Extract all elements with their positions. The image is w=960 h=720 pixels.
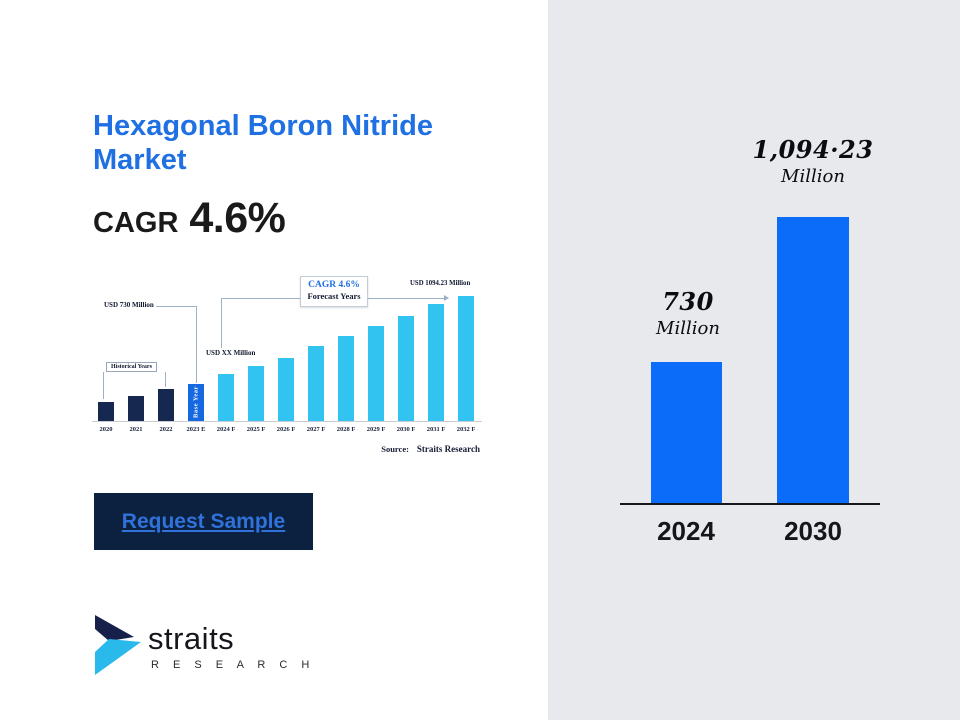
embedded-bar-2027-f: [308, 346, 324, 421]
cagr-forecast-box: CAGR 4.6% Forecast Years: [300, 276, 368, 307]
embedded-bar-2020: [98, 402, 114, 421]
embedded-bar-2024-f: [218, 374, 234, 421]
embedded-bar-2030-f: [398, 316, 414, 421]
base-year-vertical-label: Base Year: [192, 386, 200, 419]
connector-line: [156, 306, 196, 307]
right-chart-axis: [620, 503, 880, 505]
arrow-head-icon: [444, 295, 449, 301]
embedded-bar-2022: [158, 389, 174, 421]
embedded-axis-label-2023-e: 2023 E: [186, 426, 206, 433]
embedded-market-chart: USD 730 Million Historical Years USD XX …: [90, 268, 492, 464]
bar-2030: [777, 217, 849, 503]
embedded-bar-2026-f: [278, 358, 294, 421]
forecast-arrow-line: [221, 298, 222, 348]
embedded-axis-label-2026-f: 2026 F: [276, 426, 296, 433]
historical-bracket: [103, 372, 104, 399]
logo-chevrons-icon: [95, 615, 141, 675]
logo-subtext: R E S E A R C H: [151, 659, 315, 671]
cagr-box-title: CAGR 4.6%: [308, 280, 360, 290]
embedded-x-axis: [92, 421, 482, 422]
annotation-usd-xx: USD XX Million: [206, 349, 256, 357]
axis-label-2024: 2024: [657, 516, 715, 546]
annotation-usd-1094: USD 1094.23 Million: [410, 280, 471, 287]
connector-line: [196, 306, 197, 383]
embedded-axis-label-2027-f: 2027 F: [306, 426, 326, 433]
embedded-axis-label-2022: 2022: [159, 426, 173, 433]
cagr-value: 4.6%: [189, 194, 286, 242]
source-label: Source:: [381, 444, 409, 454]
request-sample-label: Request Sample: [121, 509, 286, 533]
straits-research-logo: straits R E S E A R C H: [94, 614, 315, 676]
embedded-axis-label-2032-f: 2032 F: [456, 426, 476, 433]
embedded-bar-2029-f: [368, 326, 384, 421]
value-2030-unit: Million: [781, 166, 845, 187]
value-2024-unit: Million: [656, 318, 720, 339]
annotation-usd-730: USD 730 Million: [104, 301, 154, 309]
embedded-axis-label-2021: 2021: [129, 426, 143, 433]
source-attribution: Source: Straits Research: [381, 444, 480, 454]
request-sample-button[interactable]: Request Sample: [94, 493, 313, 550]
summary-chart-panel: 730 Million 1,094·23 Million 2024 2030: [548, 0, 960, 720]
embedded-axis-label-2030-f: 2030 F: [396, 426, 416, 433]
embedded-axis-label-2025-f: 2025 F: [246, 426, 266, 433]
embedded-bar-2032-f: [458, 296, 474, 421]
bar-2024: [651, 362, 722, 503]
embedded-axis-label-2028-f: 2028 F: [336, 426, 356, 433]
value-label-2024: 730 Million: [613, 287, 763, 339]
embedded-bar-2021: [128, 396, 144, 421]
value-2030-number: 1,094·23: [752, 135, 874, 164]
source-value: Straits Research: [416, 444, 480, 454]
historical-bracket: [165, 372, 166, 387]
axis-label-2030: 2030: [784, 516, 842, 546]
embedded-axis-label-2029-f: 2029 F: [366, 426, 386, 433]
embedded-axis-label-2031-f: 2031 F: [426, 426, 446, 433]
embedded-bar-2028-f: [338, 336, 354, 421]
embedded-bar-2023-e: Base Year: [188, 384, 204, 421]
page-title: Hexagonal Boron Nitride Market: [93, 110, 433, 176]
embedded-bar-2031-f: [428, 304, 444, 421]
cagr-box-subtitle: Forecast Years: [307, 291, 361, 301]
embedded-axis-label-2020: 2020: [99, 426, 113, 433]
cagr-label: CAGR: [93, 207, 179, 239]
cagr-headline: CAGR 4.6%: [93, 194, 286, 243]
historical-years-label: Historical Years: [106, 362, 157, 372]
logo-wordmark: straits: [148, 621, 235, 656]
value-2024-number: 730: [662, 287, 714, 316]
value-label-2030: 1,094·23 Million: [738, 135, 888, 187]
embedded-axis-label-2024-f: 2024 F: [216, 426, 236, 433]
embedded-bar-2025-f: [248, 366, 264, 421]
